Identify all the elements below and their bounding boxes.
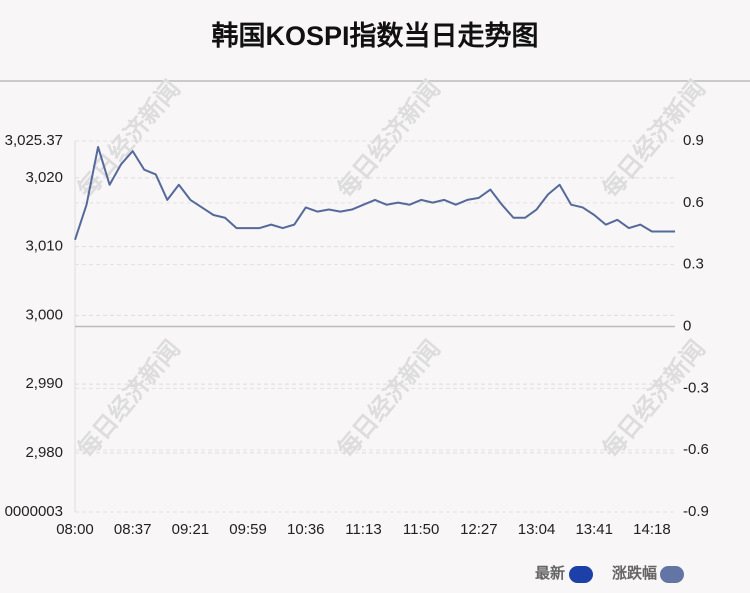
- x-tick-label: 08:00: [56, 521, 94, 538]
- y-tick-label: 2,990: [25, 375, 63, 392]
- y-tick-label: 3,000: [25, 306, 63, 323]
- y2-tick-label: 0.6: [683, 194, 704, 211]
- x-tick-label: 13:41: [575, 521, 613, 538]
- x-tick-label: 13:04: [518, 521, 556, 538]
- chart-title: 韩国KOSPI指数当日走势图: [211, 21, 538, 51]
- x-tick-label: 12:27: [460, 521, 498, 538]
- y2-tick-label: -0.3: [683, 379, 709, 396]
- x-tick-label: 14:18: [633, 521, 671, 538]
- y-tick-label: 2,980: [25, 444, 63, 461]
- x-tick-label: 08:37: [114, 521, 152, 538]
- y2-tick-label: 0.3: [683, 256, 704, 273]
- x-tick-label: 11:50: [403, 521, 439, 538]
- x-tick-label: 09:59: [229, 521, 267, 538]
- x-tick-label: 11:13: [345, 521, 381, 538]
- x-tick-label: 10:36: [287, 521, 325, 538]
- price-line: [74, 145, 675, 241]
- y-tick-label: 3,010: [25, 238, 63, 255]
- y2-tick-label: -0.9: [683, 503, 709, 520]
- legend-swatch: [569, 566, 593, 583]
- y2-tick-label: -0.6: [683, 441, 709, 458]
- y-tick-label: 3,020: [25, 169, 63, 186]
- y2-tick-label: 0.9: [683, 132, 704, 149]
- legend-label: 涨跌幅: [612, 564, 657, 582]
- y-tick-label: 0000003: [5, 503, 63, 520]
- x-tick-label: 09:21: [172, 521, 210, 538]
- y2-tick-label: 0: [683, 317, 691, 334]
- legend-label: 最新: [535, 564, 565, 582]
- y-tick-label: 3,025.37: [5, 132, 63, 149]
- legend-swatch: [660, 566, 684, 583]
